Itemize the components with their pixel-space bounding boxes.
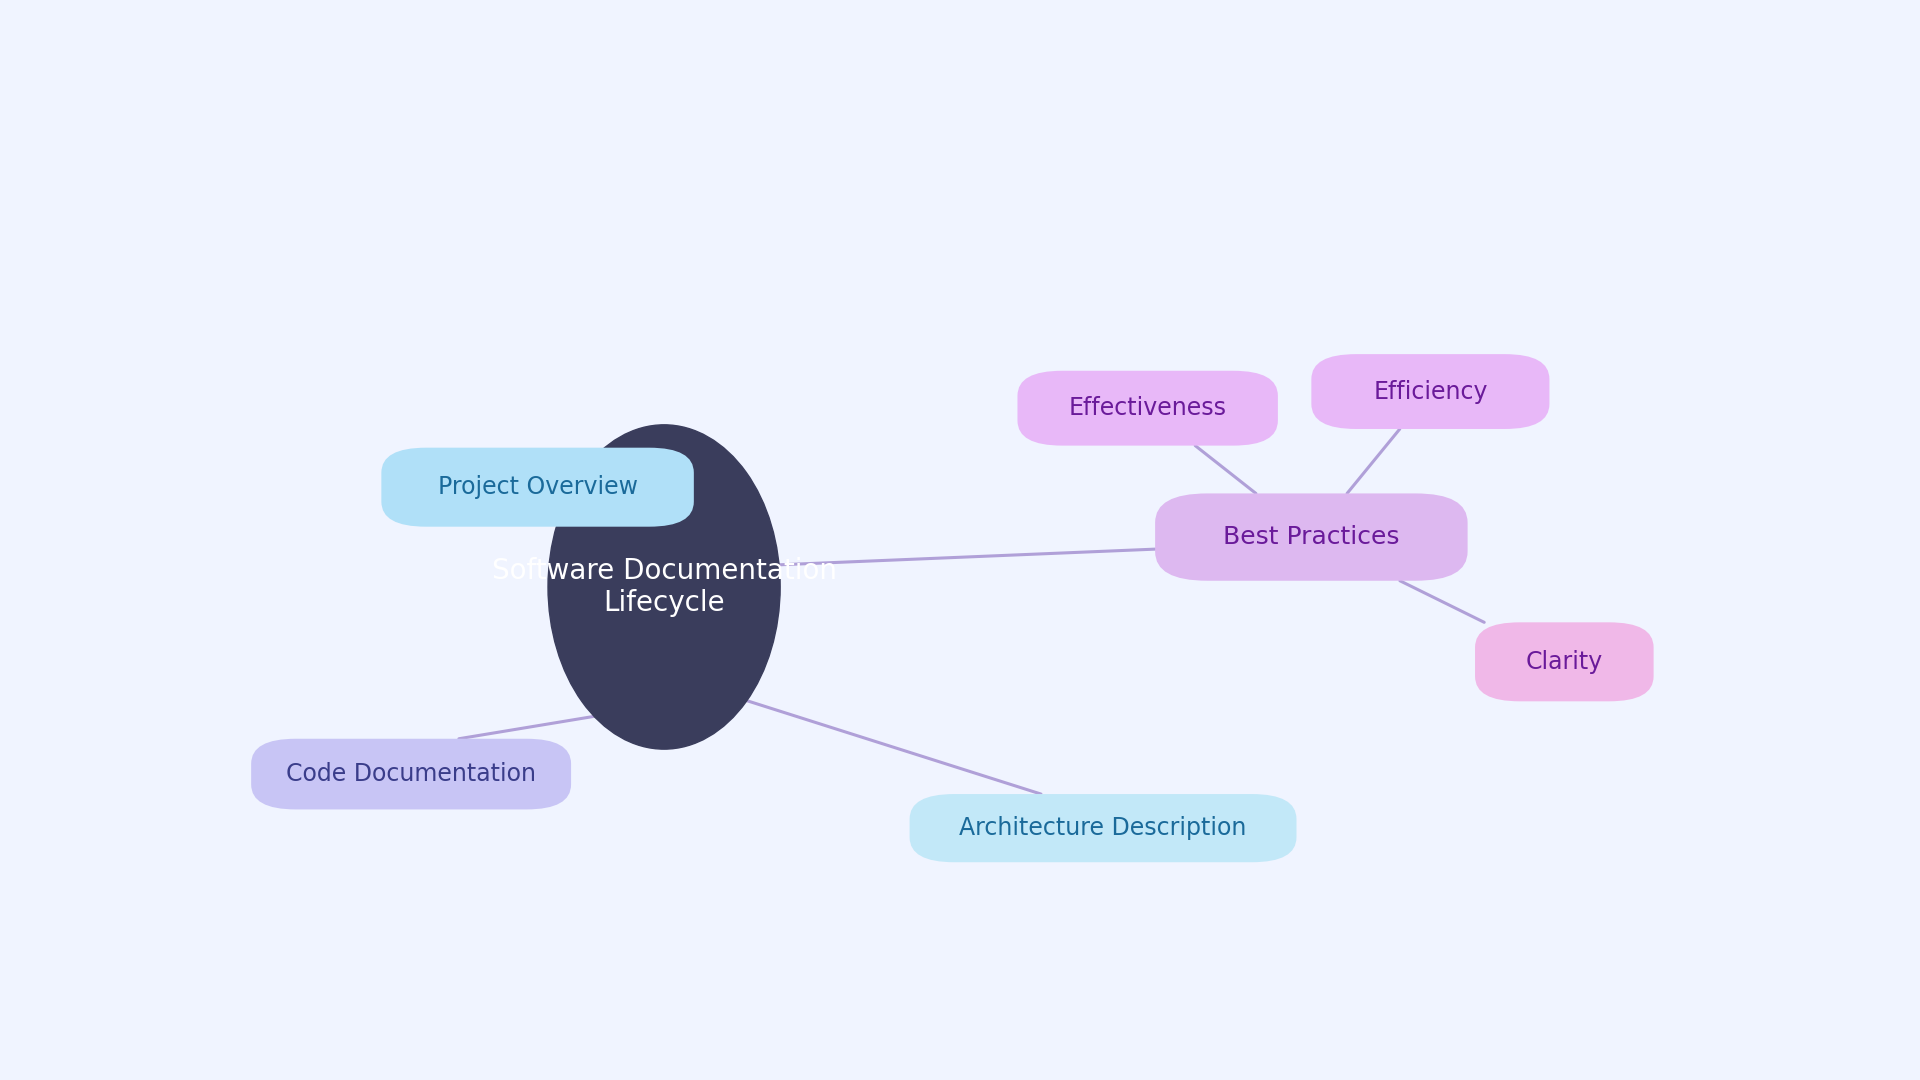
Text: Best Practices: Best Practices: [1223, 525, 1400, 549]
FancyBboxPatch shape: [910, 794, 1296, 862]
FancyBboxPatch shape: [1311, 354, 1549, 429]
Text: Efficiency: Efficiency: [1373, 379, 1488, 404]
FancyBboxPatch shape: [1018, 370, 1279, 446]
Text: Effectiveness: Effectiveness: [1069, 396, 1227, 420]
Ellipse shape: [547, 424, 780, 750]
FancyBboxPatch shape: [1475, 622, 1653, 701]
FancyBboxPatch shape: [252, 739, 570, 809]
FancyBboxPatch shape: [1156, 494, 1467, 581]
Text: Project Overview: Project Overview: [438, 475, 637, 499]
Text: Clarity: Clarity: [1526, 650, 1603, 674]
Text: Architecture Description: Architecture Description: [960, 816, 1246, 840]
Text: Code Documentation: Code Documentation: [286, 762, 536, 786]
FancyBboxPatch shape: [382, 448, 693, 527]
Text: Software Documentation
Lifecycle: Software Documentation Lifecycle: [492, 557, 837, 617]
